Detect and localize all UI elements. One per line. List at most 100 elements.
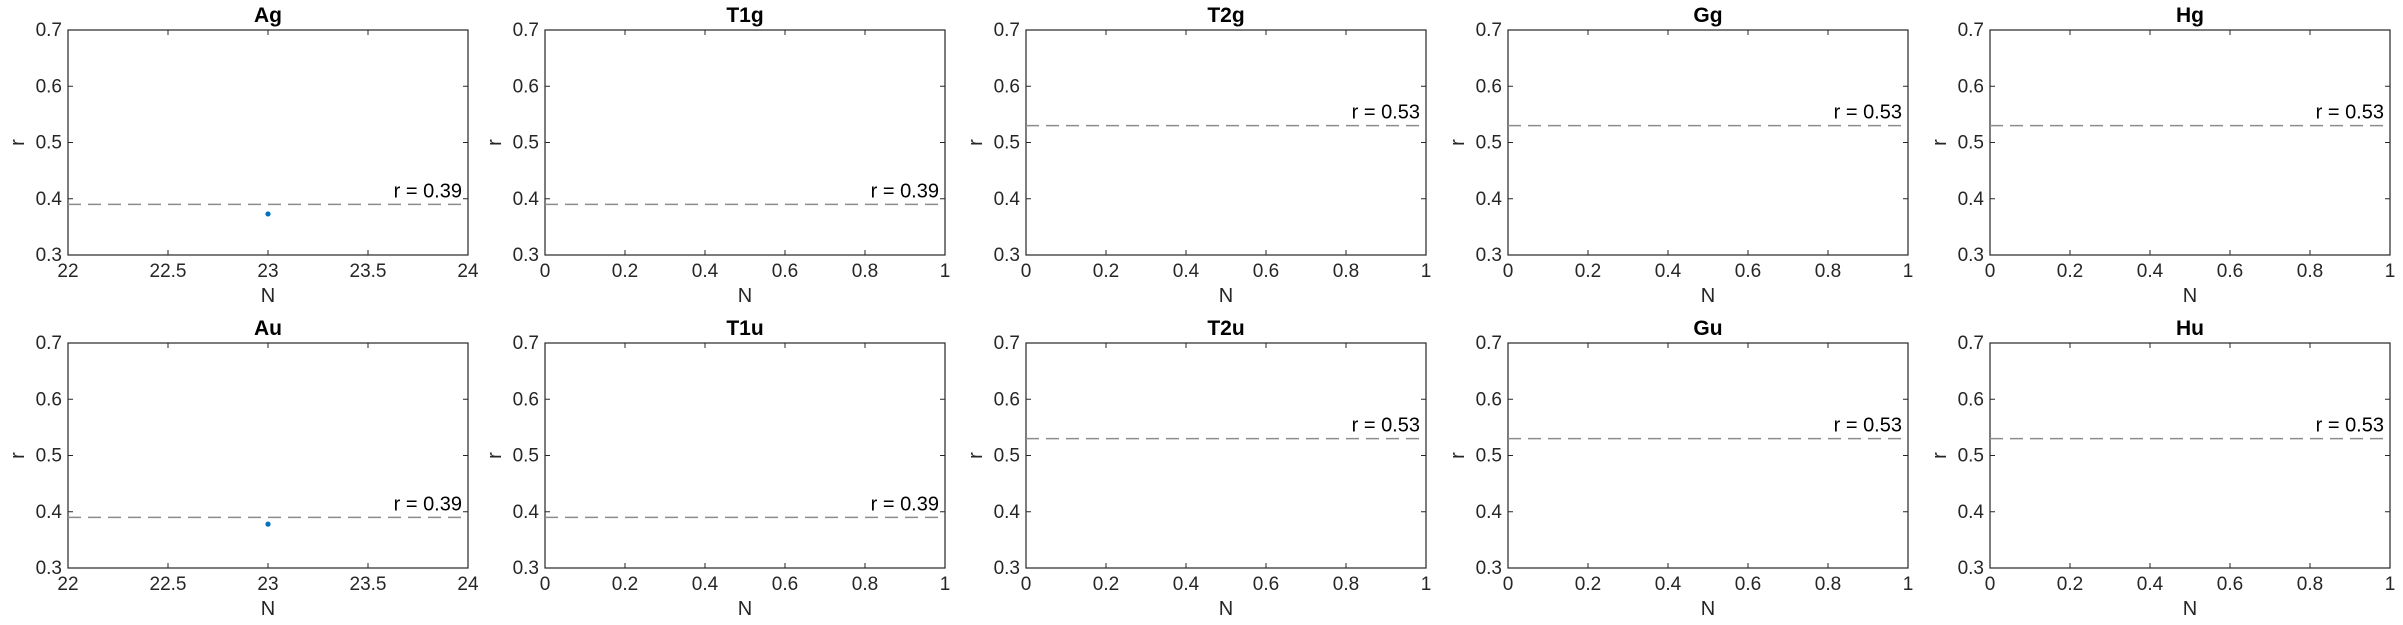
reference-line-label: r = 0.39	[871, 493, 939, 515]
x-axis-label: N	[261, 598, 275, 620]
y-tick-label: 0.7	[513, 20, 539, 41]
y-tick-label: 0.5	[36, 133, 62, 154]
axes-box	[1989, 342, 2391, 569]
x-tick-label: 0	[1021, 261, 1032, 282]
x-tick-label: 0	[1503, 574, 1514, 595]
reference-line-label: r = 0.39	[394, 180, 462, 202]
axes-box	[1507, 342, 1909, 569]
x-tick-label: 1	[1903, 261, 1914, 282]
x-tick-label: 23.5	[350, 261, 387, 282]
y-tick-label: 0.7	[1476, 20, 1502, 41]
x-tick-label: 0.6	[1735, 261, 1761, 282]
x-tick-label: 0.4	[2137, 261, 2164, 282]
y-tick-label: 0.4	[513, 189, 540, 210]
x-tick-label: 0	[540, 261, 551, 282]
y-tick-label: 0.7	[36, 333, 62, 354]
y-tick-label: 0.3	[994, 245, 1020, 266]
subplot-gu: Gu 0 0.2 0.4 0.6 0.8 1 0.3 0.4 0.5 0.6 0.7 Nr r = 0.5…	[1447, 317, 1913, 620]
x-tick-label: 1	[2385, 574, 2396, 595]
subplot-t2g: T2g 0 0.2 0.4 0.6 0.8 1 0.3 0.4 0.5 0.6 0.7 Nr r = 0.…	[965, 4, 1431, 307]
y-tick-label: 0.4	[1958, 502, 1985, 523]
y-tick-label: 0.5	[994, 446, 1020, 467]
subplot-title: Gg	[1693, 4, 1722, 27]
x-axis-label: N	[261, 285, 275, 307]
y-tick-label: 0.3	[36, 558, 62, 579]
reference-line-label: r = 0.39	[394, 493, 462, 515]
reference-line-label: r = 0.39	[871, 180, 939, 202]
subplot-title: Hg	[2176, 4, 2204, 27]
y-tick-label: 0.7	[1958, 333, 1984, 354]
y-tick-label: 0.4	[1958, 189, 1985, 210]
reference-line-label: r = 0.53	[1352, 415, 1420, 437]
x-tick-label: 0.6	[2217, 261, 2243, 282]
x-tick-label: 0.4	[1173, 261, 1200, 282]
y-axis-label: r	[1447, 452, 1469, 459]
subplot-title: T2u	[1207, 317, 1244, 340]
x-tick-label: 0	[540, 574, 551, 595]
x-tick-label: 0.2	[2057, 574, 2083, 595]
x-tick-label: 0.8	[2297, 261, 2323, 282]
subplot-t1g: T1g 0 0.2 0.4 0.6 0.8 1 0.3 0.4 0.5 0.6 0.7 Nr r = 0.…	[484, 4, 950, 307]
x-tick-label: 23.5	[350, 574, 387, 595]
y-axis-label: r	[965, 452, 987, 459]
x-tick-label: 1	[940, 261, 951, 282]
x-tick-label: 0	[1985, 574, 1996, 595]
x-tick-label: 1	[2385, 261, 2396, 282]
x-tick-label: 0.4	[1655, 574, 1682, 595]
x-axis-label: N	[1219, 598, 1233, 620]
subplot-hg: Hg 0 0.2 0.4 0.6 0.8 1 0.3 0.4 0.5 0.6 0.7 Nr r = 0.5…	[1929, 4, 2395, 307]
y-tick-label: 0.3	[36, 245, 62, 266]
x-tick-label: 0	[1985, 261, 1996, 282]
x-tick-label: 0.6	[1253, 574, 1279, 595]
y-tick-label: 0.6	[1958, 389, 1984, 410]
x-tick-label: 0.8	[852, 574, 878, 595]
axes-box	[67, 342, 469, 569]
x-tick-label: 0.2	[612, 261, 638, 282]
subplot-title: T1u	[726, 317, 763, 340]
subplot-title: T1g	[726, 4, 763, 27]
y-tick-label: 0.6	[36, 389, 62, 410]
x-tick-label: 22.5	[150, 574, 187, 595]
y-tick-label: 0.4	[994, 189, 1021, 210]
x-tick-label: 0	[1021, 574, 1032, 595]
y-tick-label: 0.3	[513, 558, 539, 579]
x-tick-label: 0.6	[2217, 574, 2243, 595]
axes-box	[1025, 342, 1427, 569]
x-tick-label: 0.6	[1735, 574, 1761, 595]
subplot-title: Hu	[2176, 317, 2204, 340]
y-tick-label: 0.5	[1476, 133, 1502, 154]
x-tick-label: 0.2	[1093, 574, 1119, 595]
x-tick-label: 22.5	[150, 261, 187, 282]
x-tick-label: 0.8	[1815, 574, 1841, 595]
axes-box	[1025, 29, 1427, 256]
reference-line-label: r = 0.53	[2316, 415, 2384, 437]
y-axis-label: r	[7, 452, 29, 459]
axes-box	[544, 29, 946, 256]
y-axis-label: r	[484, 139, 506, 146]
x-tick-label: 0.8	[852, 261, 878, 282]
x-axis-label: N	[1219, 285, 1233, 307]
x-tick-label: 22	[57, 574, 78, 595]
x-tick-label: 0.4	[1655, 261, 1682, 282]
x-tick-label: 23	[257, 574, 278, 595]
y-axis-label: r	[1929, 139, 1951, 146]
subplot-gg: Gg 0 0.2 0.4 0.6 0.8 1 0.3 0.4 0.5 0.6 0.7 Nr r = 0.5…	[1447, 4, 1913, 307]
y-tick-label: 0.5	[513, 133, 539, 154]
reference-line-label: r = 0.53	[1834, 415, 1902, 437]
y-tick-label: 0.5	[994, 133, 1020, 154]
x-tick-label: 0.2	[1093, 261, 1119, 282]
y-tick-label: 0.6	[1958, 76, 1984, 97]
x-tick-label: 0.2	[612, 574, 638, 595]
y-axis-label: r	[1929, 452, 1951, 459]
y-tick-label: 0.5	[36, 446, 62, 467]
x-axis-label: N	[738, 598, 752, 620]
reference-line-label: r = 0.53	[1352, 102, 1420, 124]
y-axis-label: r	[965, 139, 987, 146]
data-point	[265, 211, 271, 217]
x-tick-label: 0	[1503, 261, 1514, 282]
x-tick-label: 0.4	[1173, 574, 1200, 595]
x-tick-label: 1	[1903, 574, 1914, 595]
y-tick-label: 0.6	[1476, 76, 1502, 97]
y-tick-label: 0.7	[513, 333, 539, 354]
